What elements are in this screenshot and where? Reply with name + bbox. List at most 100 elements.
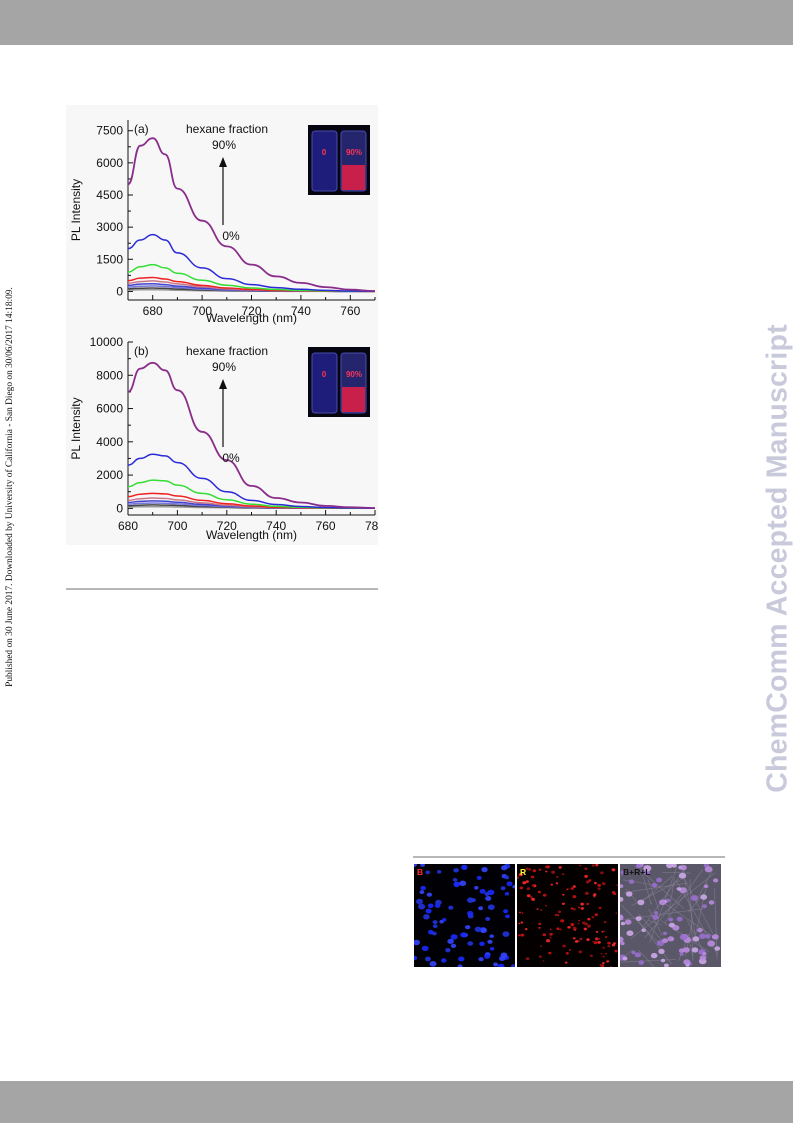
cell-spot — [603, 920, 607, 924]
cell-spot — [549, 928, 552, 931]
vial-label: 0 — [322, 370, 327, 379]
figure-panel: 0 1500 3000 4500 6000 7500 680 700 720 740 760 Wave… — [66, 105, 385, 545]
cell-spot — [480, 927, 487, 934]
cell-spot — [567, 926, 571, 929]
cell-spot — [652, 914, 659, 920]
cell-spot — [602, 946, 605, 949]
cell-spot — [565, 952, 569, 955]
cell-spot — [484, 892, 490, 896]
bottom-band — [0, 1081, 793, 1123]
cell-spot — [424, 956, 431, 962]
cell-spot — [683, 959, 691, 965]
cell-spot — [528, 868, 532, 871]
cell-spot — [678, 872, 687, 879]
cell-spot — [702, 952, 707, 956]
cell-spot — [416, 898, 423, 905]
y-tick-label: 6000 — [96, 402, 123, 416]
cell-spot — [679, 952, 684, 956]
x-tick-label: 720 — [241, 304, 261, 318]
cell-texture — [635, 916, 672, 965]
y-tick-label: 0 — [116, 501, 123, 515]
cell-spot — [579, 864, 582, 867]
cell-spot — [592, 940, 595, 943]
figure-divider-right — [413, 856, 725, 858]
cell-spot — [497, 963, 505, 967]
cell-spot — [521, 912, 524, 914]
cell-spot — [620, 936, 624, 943]
merged-channel-image — [620, 864, 721, 967]
y-tick-label: 1500 — [96, 252, 123, 266]
cell-spot — [481, 867, 488, 873]
cell-spot — [453, 868, 459, 873]
cell-spot — [600, 953, 603, 955]
cell-spot — [662, 938, 669, 943]
cell-spot — [660, 958, 666, 963]
x-tick-label: 780 — [365, 519, 378, 533]
y-tick-label: 10000 — [90, 335, 124, 349]
cell-spot — [691, 947, 699, 953]
y-axis-title: PL Intensity — [69, 397, 83, 459]
cell-texture — [638, 913, 665, 944]
cell-spot — [452, 878, 458, 882]
cell-spot — [614, 949, 618, 953]
cell-spot — [485, 916, 491, 921]
cell-spot — [489, 934, 494, 938]
spectrum-line — [127, 361, 376, 509]
cell-spot — [594, 913, 598, 917]
y-tick-label: 8000 — [96, 368, 123, 382]
cell-spot — [602, 962, 605, 965]
cell-spot — [504, 875, 510, 880]
cell-spot — [592, 894, 595, 897]
cell-spot — [594, 881, 597, 885]
cell-image-label: R — [520, 867, 527, 877]
cell-spot — [414, 864, 417, 867]
cell-image-red-channel: R — [517, 864, 618, 967]
cell-spot — [532, 869, 537, 873]
cell-spot — [586, 902, 590, 906]
cell-spot — [525, 957, 530, 961]
cell-spot — [679, 934, 688, 941]
cell-spot — [558, 866, 562, 869]
cell-spot — [572, 926, 577, 930]
cell-spot — [474, 926, 482, 932]
cell-spot — [602, 955, 605, 958]
red-channel-image — [517, 864, 618, 967]
cell-spot — [586, 938, 590, 941]
cell-spot — [620, 884, 624, 889]
cell-spot — [577, 922, 580, 925]
cell-spot — [479, 941, 485, 946]
y-tick-label: 2000 — [96, 468, 123, 482]
cell-spot — [631, 950, 636, 955]
trend-arrow-head — [219, 157, 227, 167]
cell-spot — [595, 930, 599, 933]
blue-channel-image — [414, 864, 515, 967]
cell-spot — [434, 903, 441, 908]
annotation-title: hexane fraction — [186, 344, 268, 358]
cell-spot — [700, 894, 708, 900]
cell-spot — [666, 864, 673, 869]
cell-spot — [537, 890, 541, 894]
x-tick-label: 680 — [118, 519, 138, 533]
cell-spot — [668, 922, 675, 928]
cell-spot — [493, 962, 499, 967]
cell-spot — [606, 960, 610, 963]
cell-spot — [542, 893, 547, 897]
cell-spot — [485, 896, 492, 901]
cell-spot — [418, 903, 426, 910]
cell-spot — [628, 879, 635, 884]
cell-spot — [699, 955, 707, 961]
cell-spot — [593, 941, 598, 945]
cell-spot — [414, 955, 418, 961]
cell-spot — [624, 919, 632, 925]
cell-spot — [538, 927, 541, 929]
cell-spot — [519, 886, 524, 890]
cell-spot — [713, 878, 719, 883]
cell-spot — [425, 870, 430, 875]
cell-spot — [538, 922, 542, 926]
cell-spot — [682, 947, 690, 953]
cell-spot — [419, 890, 425, 895]
cell-spot — [680, 865, 687, 871]
cell-spot — [663, 963, 669, 967]
cell-spot — [505, 914, 510, 919]
cell-spot — [484, 954, 491, 959]
